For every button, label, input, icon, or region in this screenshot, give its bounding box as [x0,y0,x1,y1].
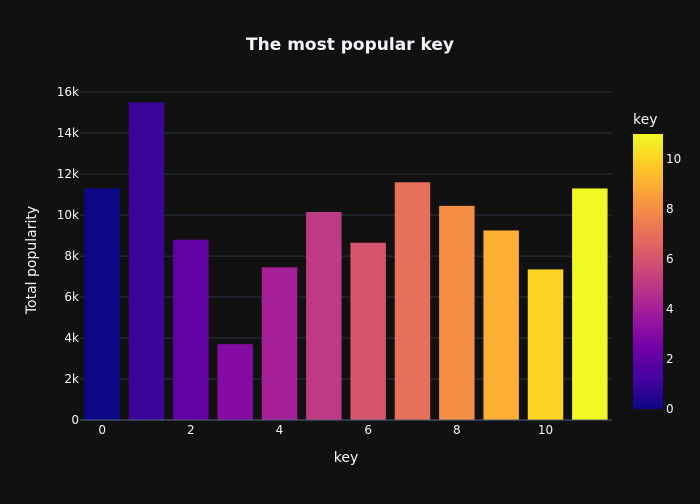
bars [80,102,612,421]
colorbar-ticks: 0 2 4 6 8 10 [666,152,681,416]
bar [217,344,253,420]
bar [261,267,298,420]
y-tick-label: 0 [71,413,79,427]
x-tick-label: 6 [364,423,372,437]
bar [572,188,608,420]
bar [84,188,120,420]
y-tick-label: 6k [64,290,79,304]
bar [173,239,209,420]
y-tick-label: 8k [64,249,79,263]
y-axis-title: Total popularity [24,206,40,315]
x-tick-label: 8 [453,423,461,437]
bar [527,269,564,420]
x-tick-label: 0 [98,423,106,437]
y-axis-ticks: 0 2k 4k 6k 8k 10k 12k 14k 16k [57,85,79,427]
y-tick-label: 14k [57,126,79,140]
colorbar-title: key [633,112,658,128]
x-tick-label: 2 [187,423,195,437]
colorbar: key 0 2 4 6 8 10 [633,112,681,416]
y-tick-label: 2k [64,372,79,386]
bar [306,212,342,420]
bar [439,205,475,420]
colorbar-tick-label: 8 [666,202,674,216]
colorbar-gradient [633,134,663,409]
bar [483,230,519,420]
y-tick-label: 12k [57,167,79,181]
y-tick-label: 10k [57,208,79,222]
colorbar-tick-label: 10 [666,152,681,166]
x-tick-label: 10 [538,423,553,437]
x-axis-title: key [334,450,359,466]
bar [350,242,386,420]
x-tick-label: 4 [276,423,284,437]
bar [128,102,165,420]
colorbar-tick-label: 6 [666,252,674,266]
y-tick-label: 16k [57,85,79,99]
colorbar-tick-label: 0 [666,402,674,416]
x-axis-ticks: 0 2 4 6 8 10 [98,423,553,437]
y-tick-label: 4k [64,331,79,345]
chart-title: The most popular key [246,35,454,55]
gridlines [80,91,612,380]
colorbar-tick-label: 4 [666,302,674,316]
bar [394,182,431,420]
colorbar-tick-label: 2 [666,352,674,366]
